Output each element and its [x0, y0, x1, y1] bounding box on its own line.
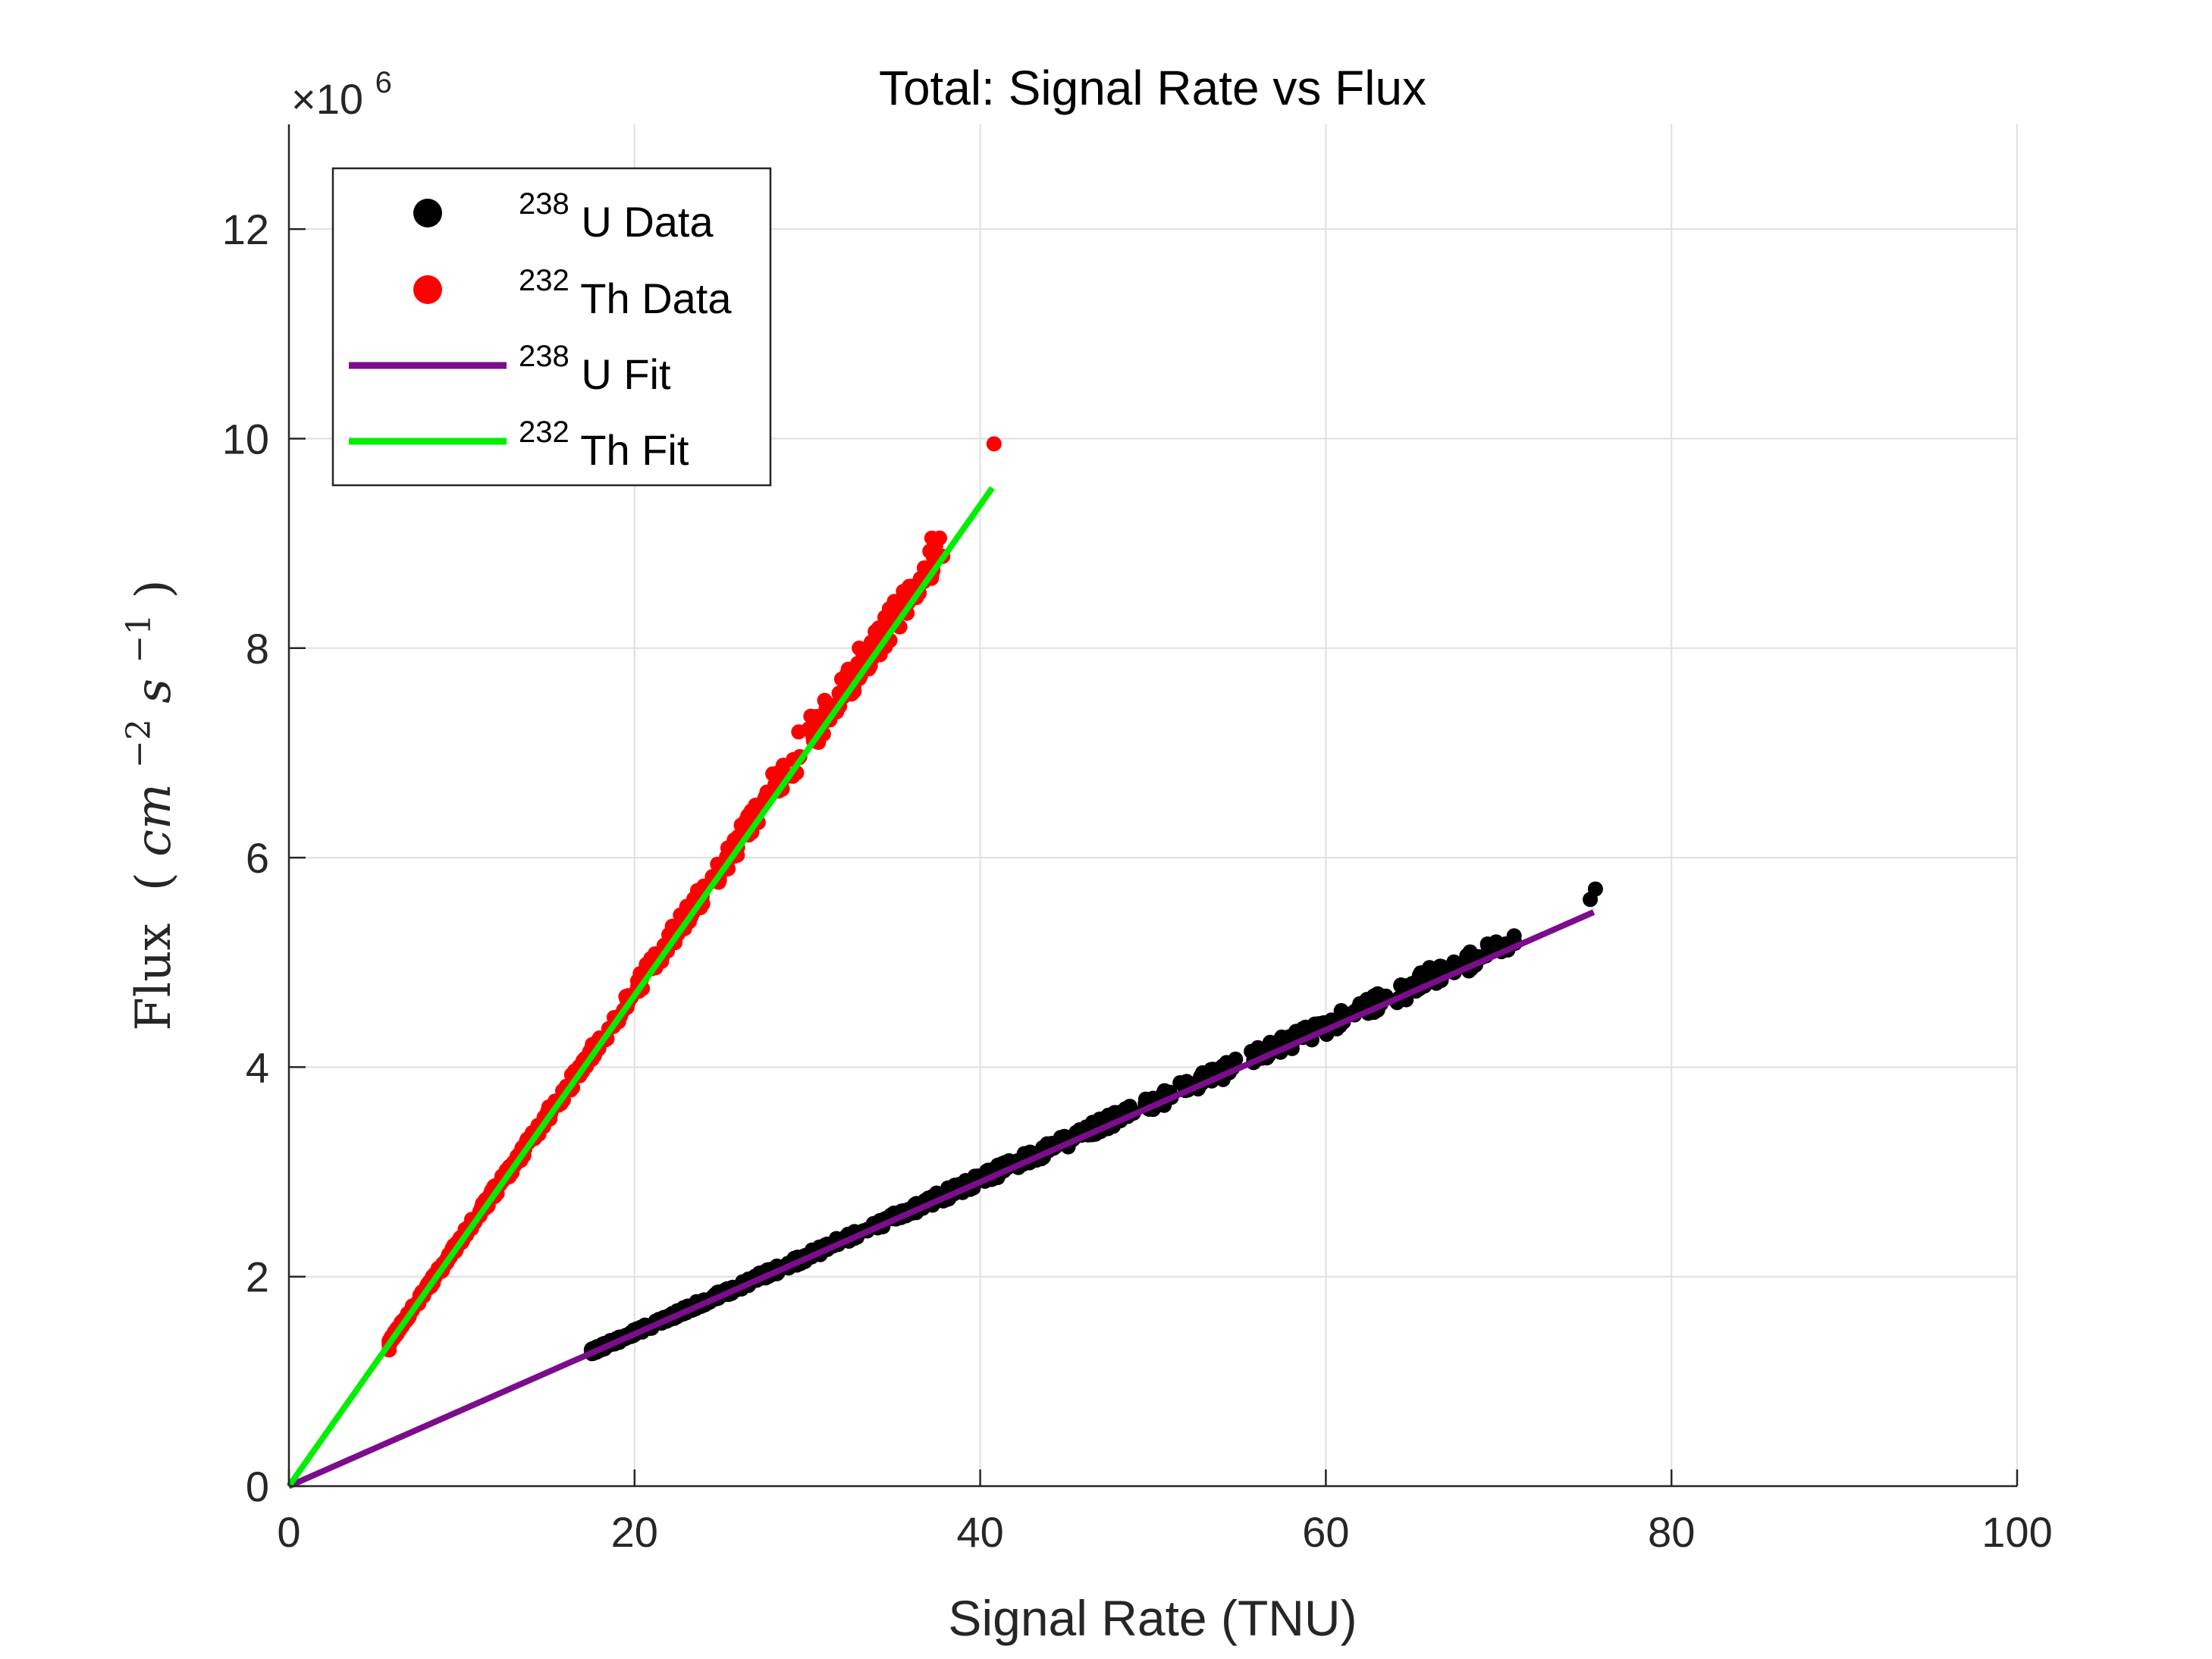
legend-text: Th Fit	[580, 426, 689, 474]
data-point	[803, 721, 819, 737]
legend-sup: 232	[519, 416, 569, 449]
y-tick-label: 6	[246, 834, 269, 882]
x-tick-label: 60	[1302, 1508, 1349, 1556]
legend-entry-u-fit: 238 U Fit	[519, 328, 671, 398]
y-tick-label: 4	[246, 1043, 269, 1091]
legend-sup: 238	[519, 340, 569, 373]
data-point	[886, 594, 902, 610]
data-point	[689, 883, 705, 898]
legend-sup: 238	[519, 187, 569, 221]
data-point	[850, 656, 866, 671]
y-tick-label: 12	[222, 205, 269, 253]
data-point	[1422, 960, 1438, 976]
data-point	[1244, 1043, 1260, 1059]
data-point	[986, 436, 1002, 452]
x-tick-label: 80	[1648, 1508, 1695, 1556]
y-axis-label-unit-s: s	[126, 679, 182, 704]
series-u-fit-line	[287, 909, 1595, 1489]
data-point	[1370, 986, 1385, 1002]
axis-ticks	[287, 227, 2019, 1488]
data-point	[852, 640, 868, 656]
data-point	[720, 840, 736, 856]
y-axis-label-prefix: Flux	[126, 923, 182, 1030]
y-axis-label-exp-cm: −2	[120, 719, 158, 768]
chart-title: Total: Signal Rate vs Flux	[879, 61, 1426, 115]
y-axis-label-unit-cm: cm	[126, 783, 182, 857]
axis-tick-labels: 0 20 40 60 80 100 0 2 4 6 8 10 12	[222, 205, 2053, 1556]
series-th-fit-line	[286, 486, 995, 1488]
x-tick-label: 0	[277, 1508, 300, 1556]
legend: 238 U Data 232 Th Data 238 U Fit 232 Th …	[331, 167, 772, 487]
data-point	[1280, 1030, 1296, 1046]
legend-text: Th Data	[580, 274, 732, 322]
legend-marker-th-data	[413, 275, 442, 304]
legend-entry-th-fit: 232 Th Fit	[519, 403, 689, 474]
data-point	[817, 692, 833, 708]
legend-text: U Fit	[581, 350, 671, 398]
data-point	[1483, 939, 1499, 955]
y-axis-multiplier: ×10 6	[291, 66, 392, 123]
x-tick-label: 100	[1981, 1508, 2052, 1556]
x-axis-label: Signal Rate (TNU)	[948, 1590, 1357, 1646]
data-point	[868, 624, 883, 640]
grid-lines	[289, 124, 2018, 1486]
y-axis-label-open-paren: (	[126, 872, 182, 891]
data-point	[1097, 1110, 1112, 1126]
y-axis-label-exp-s: −1	[120, 614, 158, 663]
legend-entry-u-data: 238 U Data	[519, 175, 714, 246]
data-point	[1393, 977, 1409, 993]
y-tick-label: 2	[246, 1253, 269, 1301]
data-point	[765, 766, 781, 782]
data-point	[791, 724, 807, 740]
y-axis-multiplier-base: ×10	[291, 75, 363, 123]
data-point	[1178, 1074, 1194, 1090]
y-axis-label-close-paren: )	[126, 579, 182, 598]
data-point	[664, 918, 680, 934]
legend-box	[331, 167, 772, 487]
data-point	[1587, 881, 1603, 897]
legend-text: U Data	[581, 198, 714, 246]
y-axis-multiplier-exp: 6	[375, 66, 392, 99]
x-tick-label: 40	[956, 1508, 1003, 1556]
data-point	[924, 530, 940, 546]
data-layer	[286, 436, 1603, 1489]
y-tick-label: 0	[246, 1463, 269, 1510]
data-point	[748, 798, 764, 813]
data-point	[803, 708, 819, 724]
y-tick-label: 10	[222, 415, 269, 463]
legend-marker-u-data	[413, 199, 442, 227]
x-tick-label: 20	[611, 1508, 658, 1556]
y-axis-label: Flux ( cm −2 s −1 )	[106, 579, 182, 1030]
legend-entry-th-data: 232 Th Data	[519, 252, 732, 322]
data-point	[775, 757, 791, 773]
legend-sup: 232	[519, 264, 569, 297]
y-tick-label: 8	[246, 625, 269, 673]
data-point	[733, 817, 749, 833]
